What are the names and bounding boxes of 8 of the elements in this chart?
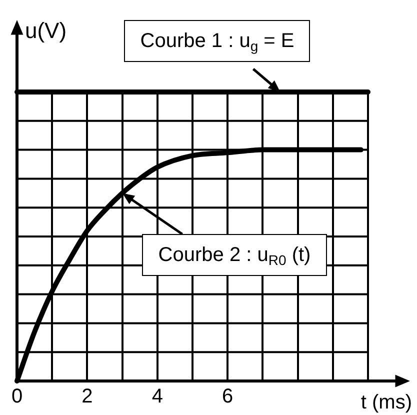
y-axis-title: u(V): [25, 18, 67, 44]
annotation: Courbe 2 : u$_{R0}$ (t): [142, 234, 327, 276]
x-axis-title: t (ms): [360, 392, 412, 414]
text: Courbe 1 : u$_{g}$ = E: [124, 20, 310, 62]
x-tick-label: 0: [11, 386, 23, 408]
x-tick-label: 6: [222, 386, 234, 408]
x-tick-label: 4: [152, 386, 163, 408]
x-tick-label: 2: [82, 386, 93, 408]
